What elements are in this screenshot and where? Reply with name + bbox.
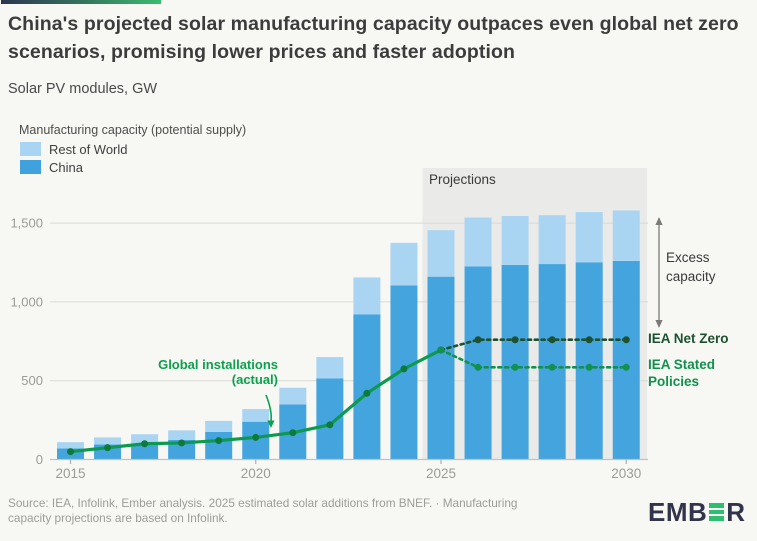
bar-2015-rest-of-world [57,442,84,449]
bar-2028-china [538,264,566,460]
line-dot [67,448,74,456]
projections-region [422,168,647,460]
rest-of-world-swatch-icon [20,142,41,156]
chart-subtitle: Solar PV modules, GW [8,81,158,97]
x-axis-label: 2020 [241,466,271,481]
line-dot [178,439,186,447]
brand-accent-bar [1,0,161,4]
bar-2027-china [501,264,529,460]
bar-2022-rest-of-world [316,357,344,379]
bar-2017-rest-of-world [131,434,159,444]
y-axis-label: 1,500 [10,216,43,231]
global-installations-line1: Global installations [158,357,278,372]
bar-2017-china [131,443,159,460]
bar-2018-rest-of-world [168,430,196,440]
legend-item-label: China [49,159,83,175]
line-dot [474,363,482,371]
logo-letter-r: R [726,497,746,527]
line-dot [215,437,223,445]
legend: Manufacturing capacity (potential supply… [19,123,247,178]
x-axis-label: 2030 [611,466,641,481]
line-iea-net-zero [439,338,628,352]
ember-logo: EMB R [648,498,746,526]
line-dot [548,336,556,344]
iea-stated-policies-label: IEA Stated Policies [648,357,715,390]
global-installations-annotation: Global installations (actual) [118,357,278,387]
line-dot [511,363,519,371]
iea-net-zero-label: IEA Net Zero [648,331,729,346]
excess-arrow-bottom-icon [655,320,663,328]
bar-2019-rest-of-world [205,420,233,432]
line-dot [400,365,408,373]
legend-item-rest-of-world: Rest of World [20,141,246,157]
bar-2029-china [575,262,603,460]
y-axis-label: 500 [21,373,43,388]
excess-capacity-line2: capacity [666,269,716,284]
line-dot [289,429,297,437]
bar-2027-rest-of-world [501,215,529,265]
bar-2024-rest-of-world [390,242,418,286]
bar-2030-rest-of-world [612,210,640,261]
y-axis-label: 0 [36,452,43,467]
bar-2023-rest-of-world [353,277,381,315]
bar-2022-china [316,378,344,460]
line-dot [104,444,112,452]
line-iea-stated-policies [439,348,628,369]
source-attribution: Source: IEA, Infolink, Ember analysis. 2… [8,496,517,526]
bar-2028-rest-of-world [538,215,566,265]
line-dot [511,336,519,344]
bar-2030-china [612,260,640,460]
page-title: China's projected solar manufacturing ca… [8,13,739,63]
line-dot [585,363,593,371]
y-axis-label: 1,000 [10,294,43,309]
bar-2026-rest-of-world [464,217,492,267]
bar-2016-rest-of-world [94,437,122,445]
bar-2020-rest-of-world [242,409,270,422]
bar-2024-china [390,285,418,460]
iea-stated-line1: IEA Stated [648,357,716,372]
bar-2025-rest-of-world [427,230,455,277]
line-dot [585,336,593,344]
projections-region-label: Projections [429,172,496,187]
legend-title: Manufacturing capacity (potential supply… [19,123,247,137]
excess-arrow-top-icon [655,217,663,225]
line-dot [437,346,445,354]
logo-green-e-icon [709,502,725,522]
bar-2025-china [427,276,455,460]
x-axis-label: 2025 [426,466,456,481]
bar-2029-rest-of-world [575,212,603,263]
line-dot [622,363,630,371]
logo-letters-emb: EMB [648,497,708,527]
line-dot [622,336,630,344]
legend-item-label: Rest of World [49,141,128,157]
x-axis-label: 2015 [55,466,85,481]
bar-2021-rest-of-world [279,387,307,405]
line-dot [252,433,260,441]
excess-capacity-annotation: Excess capacity [666,248,716,286]
excess-capacity-line1: Excess [666,250,710,265]
line-dot [363,389,371,397]
bar-2018-china [168,439,196,460]
line-dot [548,363,556,371]
global-installations-arrow [265,394,273,422]
global-installations-arrowhead-icon [267,420,275,428]
china-swatch-icon [20,160,41,174]
line-dot [474,336,482,344]
source-line2: capacity projections are based on Infoli… [8,511,228,525]
line-dot [141,440,149,448]
global-installations-line2: (actual) [231,371,278,387]
line-dot [326,421,334,429]
iea-stated-line2: Policies [648,373,700,389]
bar-2019-china [205,431,233,460]
source-line1: Source: IEA, Infolink, Ember analysis. 2… [8,496,518,510]
legend-item-china: China [20,159,246,175]
